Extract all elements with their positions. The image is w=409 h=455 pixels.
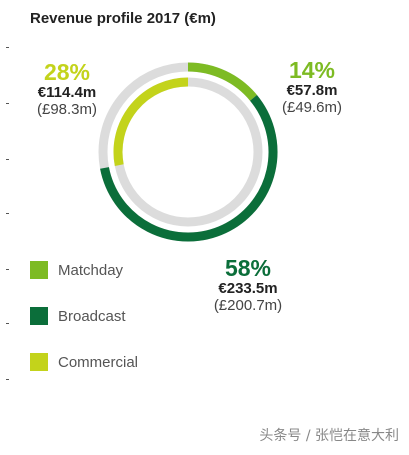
matchday-gbp-value: (£49.6m) <box>281 98 343 116</box>
matchday-eur-value: €57.8m <box>286 82 338 100</box>
commercial-percent: 28% <box>43 59 91 85</box>
matchday-label: 14% €57.8m (£49.6m) <box>270 57 354 116</box>
legend-label-broadcast: Broadcast <box>58 307 126 325</box>
matchday-arc <box>187 62 257 101</box>
matchday-percent: 14% <box>288 57 336 83</box>
axis-tick <box>6 213 9 214</box>
axis-tick <box>6 379 9 380</box>
chart-title: Revenue profile 2017 (€m) <box>30 10 216 27</box>
legend-label-matchday: Matchday <box>58 261 124 279</box>
watermark: 头条号 / 张恺在意大利 <box>259 428 399 444</box>
broadcast-percent: 58% <box>224 255 272 281</box>
broadcast-gbp-value: (£200.7m) <box>213 296 283 314</box>
broadcast-label: 58% €233.5m (£200.7m) <box>198 255 298 314</box>
axis-tick <box>6 323 9 324</box>
axis-tick <box>6 159 9 160</box>
broadcast-eur-value: €233.5m <box>218 280 278 298</box>
broadcast-arc <box>100 94 278 242</box>
legend-item-broadcast: Broadcast <box>30 305 126 327</box>
axis-tick <box>6 47 9 48</box>
legend-swatch-matchday <box>30 261 48 279</box>
legend-item-commercial: Commercial <box>30 351 138 373</box>
legend-swatch-commercial <box>30 353 48 371</box>
legend-item-matchday: Matchday <box>30 259 123 281</box>
axis-tick <box>6 103 9 104</box>
legend-label-commercial: Commercial <box>58 353 139 371</box>
commercial-label: 28% €114.4m (£98.3m) <box>27 59 107 118</box>
legend-swatch-broadcast <box>30 307 48 325</box>
commercial-eur-value: €114.4m <box>37 84 97 102</box>
axis-tick <box>6 269 9 270</box>
commercial-arc <box>113 77 189 166</box>
commercial-gbp-value: (£98.3m) <box>36 100 98 118</box>
